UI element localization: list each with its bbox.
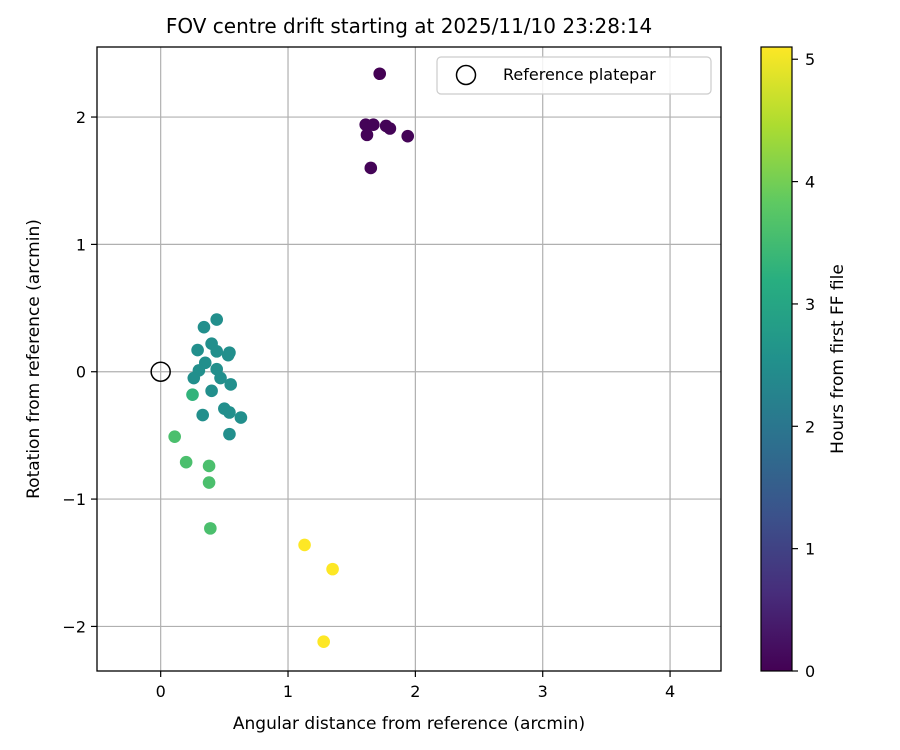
x-axis-label: Angular distance from reference (arcmin)	[233, 714, 585, 734]
scatter-point	[196, 408, 209, 422]
scatter-point	[360, 128, 374, 142]
y-axis-label: Rotation from reference (arcmin)	[24, 219, 44, 499]
scatter-point	[367, 118, 380, 131]
scatter-point	[223, 406, 236, 419]
x-axis-ticks: 0 1 2 3 4	[156, 671, 675, 701]
colorbar-tick-label: 2	[805, 417, 815, 436]
scatter-point	[187, 371, 201, 385]
scatter-point	[202, 476, 216, 489]
y-axis-ticks: −2 −1 0 1 2	[62, 108, 97, 636]
grid	[97, 47, 721, 671]
scatter-point	[298, 538, 311, 552]
colorbar-label: Hours from first FF file	[828, 264, 848, 454]
y-tick-label: −1	[62, 490, 86, 509]
x-tick-label: 4	[665, 682, 675, 701]
colorbar-tick-label: 1	[805, 540, 815, 559]
scatter-point	[234, 411, 248, 424]
y-tick-label: 2	[76, 108, 86, 127]
scatter-point	[224, 378, 238, 391]
scatter-points	[168, 67, 415, 649]
scatter-point	[179, 455, 193, 469]
x-tick-label: 1	[283, 682, 293, 701]
y-tick-label: −2	[62, 617, 86, 636]
scatter-point	[210, 345, 224, 358]
legend-box	[436, 56, 712, 95]
scatter-point	[317, 635, 330, 649]
plot-frame	[96, 46, 722, 672]
colorbar-gradient	[760, 46, 793, 672]
legend-marker-icon	[455, 64, 477, 86]
x-tick-label: 0	[156, 682, 166, 701]
scatter-point	[210, 313, 224, 326]
scatter-point	[383, 122, 397, 135]
colorbar: 0 1 2 3 4 5 Hours from first FF file	[760, 46, 848, 681]
scatter-point	[186, 388, 199, 401]
scatter-point	[168, 430, 181, 443]
legend-label: Reference platepar	[503, 65, 656, 84]
scatter-point	[191, 343, 204, 357]
chart-title: FOV centre drift starting at 2025/11/10 …	[166, 14, 652, 38]
y-tick-label: 1	[76, 235, 86, 254]
scatter-point	[401, 129, 415, 143]
x-tick-label: 2	[410, 682, 420, 701]
colorbar-tick-label: 3	[805, 295, 815, 314]
scatter-point	[204, 522, 217, 535]
scatter-point	[326, 562, 339, 576]
scatter-point	[364, 161, 378, 175]
y-tick-label: 0	[76, 363, 86, 382]
colorbar-tick-label: 4	[805, 173, 815, 192]
x-tick-label: 3	[538, 682, 548, 701]
scatter-point	[221, 348, 235, 362]
plot-area: 0 1 2 3 4 −2 −1 0 1 2	[62, 46, 722, 701]
scatter-point	[373, 67, 387, 81]
scatter-point	[223, 427, 236, 441]
colorbar-ticks: 0 1 2 3 4 5	[792, 50, 815, 681]
scatter-point	[202, 459, 216, 473]
colorbar-tick-label: 0	[805, 662, 815, 681]
colorbar-tick-label: 5	[805, 50, 815, 69]
legend: Reference platepar	[436, 56, 712, 95]
scatter-point	[214, 371, 227, 385]
reference-platepar-marker	[150, 361, 171, 382]
scatter-point	[205, 384, 218, 398]
scatter-point	[197, 320, 211, 334]
